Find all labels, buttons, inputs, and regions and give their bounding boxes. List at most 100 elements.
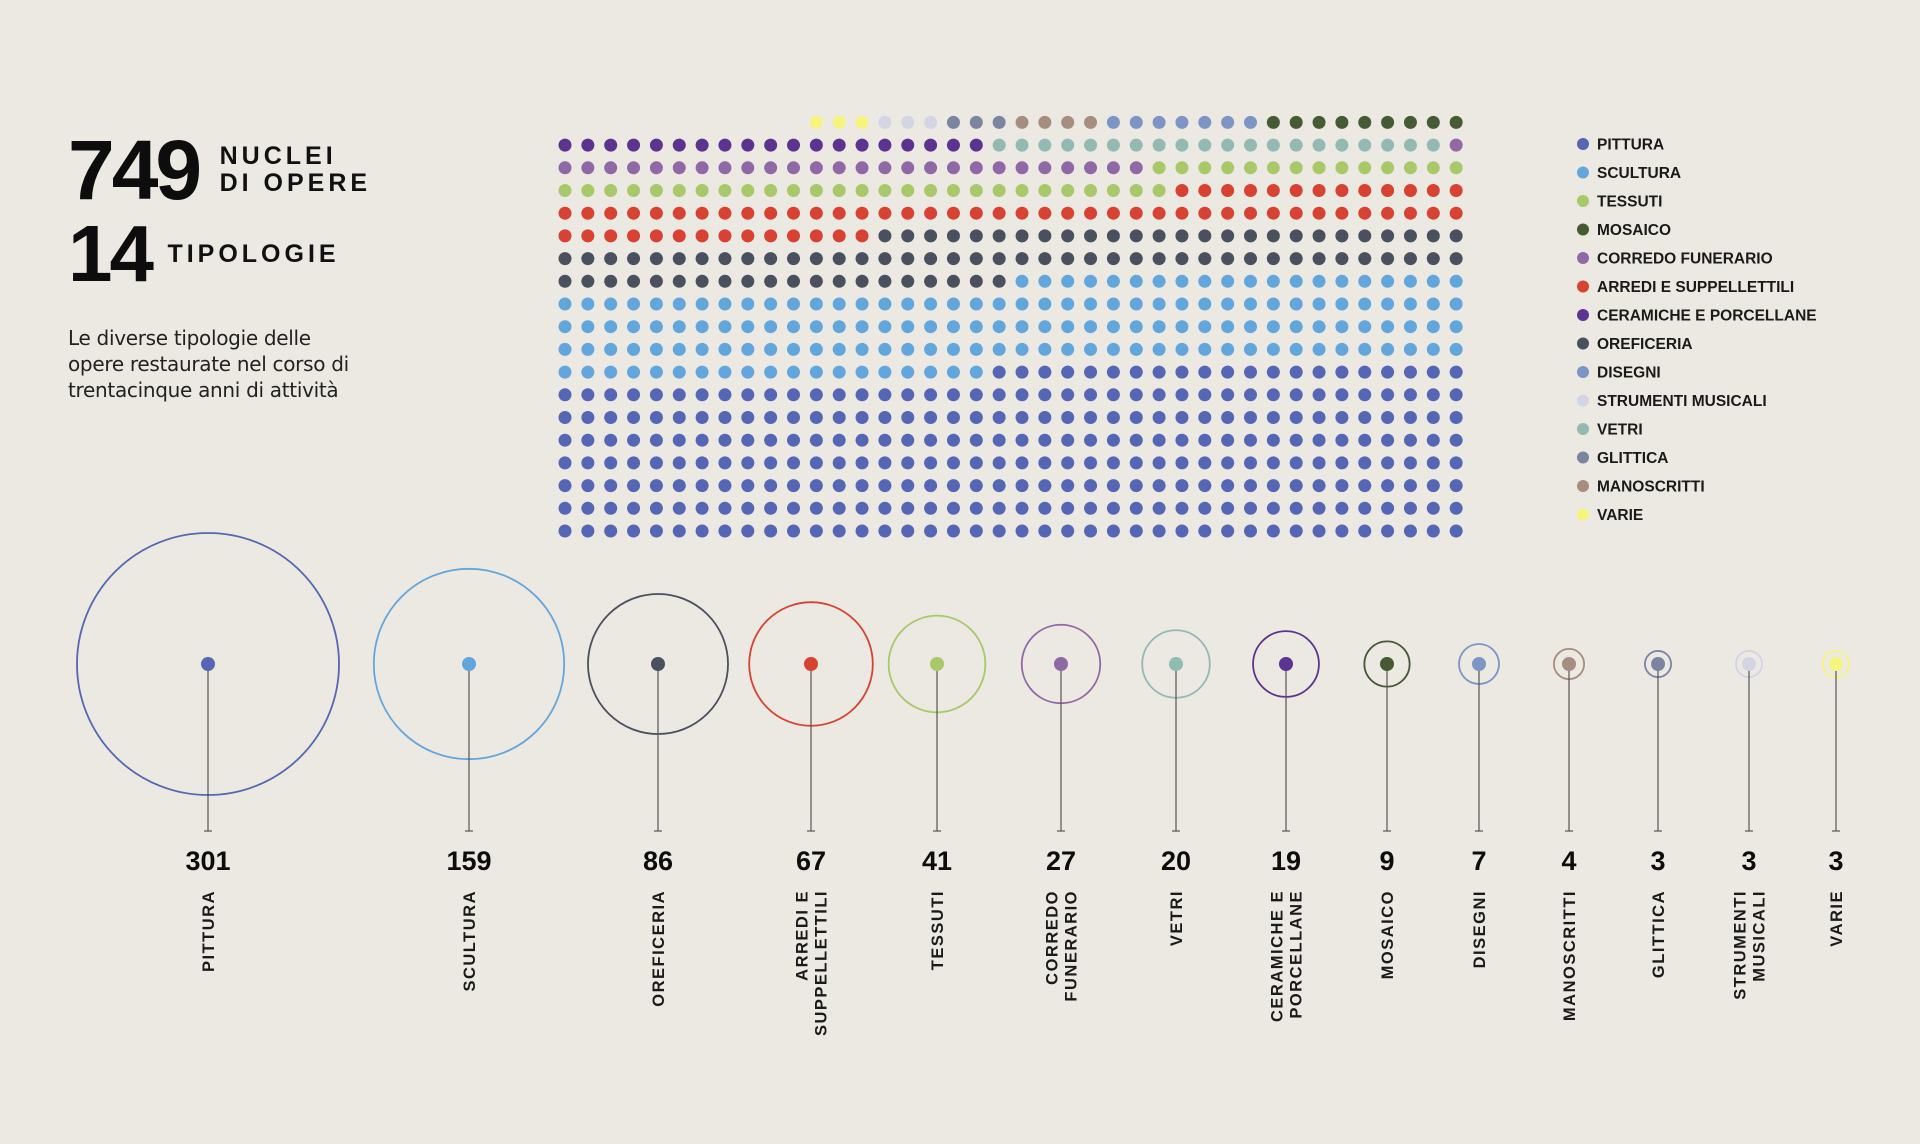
waffle-dot-pittura — [832, 388, 846, 402]
waffle-dot-pittura — [1266, 479, 1280, 493]
waffle-dot-pittura — [855, 456, 869, 470]
waffle-dot-pittura — [718, 479, 732, 493]
waffle-dot-pittura — [1152, 456, 1166, 470]
legend-item-tessuti: TESSUTI — [1577, 194, 1662, 211]
waffle-dot-scultura — [878, 342, 892, 356]
waffle-dot-scultura — [741, 297, 755, 311]
waffle-dot-pittura — [1381, 479, 1395, 493]
waffle-dot-ceramiche-e-porcellane — [581, 138, 595, 152]
waffle-dot-oreficeria — [1106, 229, 1120, 243]
waffle-dot-scultura — [581, 297, 595, 311]
bubble-label: PITTURA — [200, 890, 218, 972]
bubble-center-dot — [462, 657, 476, 671]
waffle-dot-pittura — [741, 388, 755, 402]
waffle-dot-pittura — [1061, 479, 1075, 493]
legend-label: CORREDO FUNERARIO — [1597, 251, 1773, 268]
waffle-dot-pittura — [787, 524, 800, 538]
waffle-dot-scultura — [695, 320, 709, 334]
waffle-dot-scultura — [1289, 274, 1303, 288]
waffle-dot-oreficeria — [969, 252, 983, 266]
waffle-dot-oreficeria — [1015, 229, 1029, 243]
waffle-dot-vetri — [1198, 138, 1212, 152]
waffle-dot-vetri — [1312, 138, 1326, 152]
waffle-dot-tessuti — [1061, 184, 1075, 197]
waffle-dot-scultura — [946, 342, 960, 356]
waffle-dot-pittura — [627, 524, 641, 538]
waffle-dot-pittura — [787, 433, 800, 447]
waffle-dot-pittura — [672, 433, 686, 447]
waffle-dot-pittura — [1152, 524, 1166, 538]
waffle-dot-scultura — [1038, 274, 1052, 288]
legend-label: OREFICERIA — [1597, 336, 1693, 353]
waffle-dot-pittura — [604, 479, 618, 493]
waffle-dot-arredi-e-suppellettili — [855, 206, 869, 220]
waffle-dot-scultura — [1244, 274, 1257, 288]
waffle-dot-pittura — [878, 433, 892, 447]
waffle-dot-pittura — [764, 411, 778, 424]
waffle-dot-disegni — [1221, 115, 1235, 129]
bubble-value: 3 — [1828, 846, 1843, 876]
waffle-dot-varie — [809, 115, 823, 129]
waffle-dot-vetri — [1015, 138, 1029, 152]
waffle-dot-scultura — [946, 320, 960, 334]
waffle-dot-tessuti — [969, 184, 983, 197]
works-count-block: 749 NUCLEI DI OPERE — [68, 128, 371, 212]
waffle-dot-scultura — [1381, 297, 1395, 311]
waffle-dot-vetri — [1403, 138, 1417, 152]
waffle-dot-pittura — [1244, 433, 1257, 447]
waffle-dot-pittura — [787, 411, 800, 424]
waffle-dot-pittura — [1198, 501, 1212, 515]
waffle-dot-scultura — [764, 297, 778, 311]
waffle-dot-scultura — [604, 297, 618, 311]
waffle-dot-pittura — [604, 456, 618, 470]
waffle-dot-arredi-e-suppellettili — [1449, 206, 1463, 220]
waffle-dot-pittura — [1061, 433, 1075, 447]
legend-swatch — [1577, 309, 1589, 321]
waffle-dot-pittura — [832, 411, 846, 424]
waffle-dot-pittura — [1244, 456, 1257, 470]
waffle-dot-corredo-funerario — [878, 161, 892, 175]
waffle-dot-pittura — [969, 433, 983, 447]
waffle-dot-oreficeria — [1129, 229, 1143, 243]
waffle-dot-scultura — [787, 320, 800, 334]
waffle-dot-oreficeria — [1198, 229, 1212, 243]
waffle-dot-pittura — [1221, 456, 1235, 470]
waffle-dot-pittura — [695, 433, 709, 447]
waffle-dot-scultura — [1038, 320, 1052, 334]
legend-label: SCULTURA — [1597, 165, 1681, 182]
waffle-dot-oreficeria — [924, 229, 938, 243]
waffle-dot-glittica — [946, 115, 960, 129]
waffle-dot-pittura — [1152, 479, 1166, 493]
waffle-dot-oreficeria — [1358, 229, 1372, 243]
waffle-dot-pittura — [832, 524, 846, 538]
bubble-item-varie: 3 VARIE — [1822, 650, 1850, 947]
waffle-dot-pittura — [1015, 365, 1029, 379]
waffle-dot-scultura — [1061, 297, 1075, 311]
waffle-dot-pittura — [558, 456, 572, 470]
waffle-dot-pittura — [924, 501, 938, 515]
waffle-dot-scultura — [924, 297, 938, 311]
waffle-dot-ceramiche-e-porcellane — [604, 138, 618, 152]
waffle-dot-corredo-funerario — [832, 161, 846, 175]
waffle-dot-arredi-e-suppellettili — [649, 229, 663, 243]
waffle-dot-pittura — [1038, 456, 1052, 470]
waffle-dot-pittura — [627, 501, 641, 515]
waffle-dot-pittura — [1129, 433, 1143, 447]
waffle-dot-vetri — [1061, 138, 1075, 152]
waffle-dot-pittura — [992, 388, 1006, 402]
waffle-dot-pittura — [1244, 501, 1257, 515]
waffle-dot-oreficeria — [718, 252, 732, 266]
waffle-dot-pittura — [1198, 411, 1212, 424]
bubble-center-dot — [1472, 657, 1486, 671]
waffle-dot-pittura — [1289, 388, 1303, 402]
waffle-dot-pittura — [741, 501, 755, 515]
waffle-dot-scultura — [581, 320, 595, 334]
waffle-dot-scultura — [832, 320, 846, 334]
waffle-dot-vetri — [1084, 138, 1098, 152]
waffle-dot-pittura — [1221, 433, 1235, 447]
waffle-dot-pittura — [1106, 501, 1120, 515]
waffle-dot-arredi-e-suppellettili — [878, 206, 892, 220]
waffle-dot-pittura — [1198, 365, 1212, 379]
waffle-dot-pittura — [1084, 433, 1098, 447]
